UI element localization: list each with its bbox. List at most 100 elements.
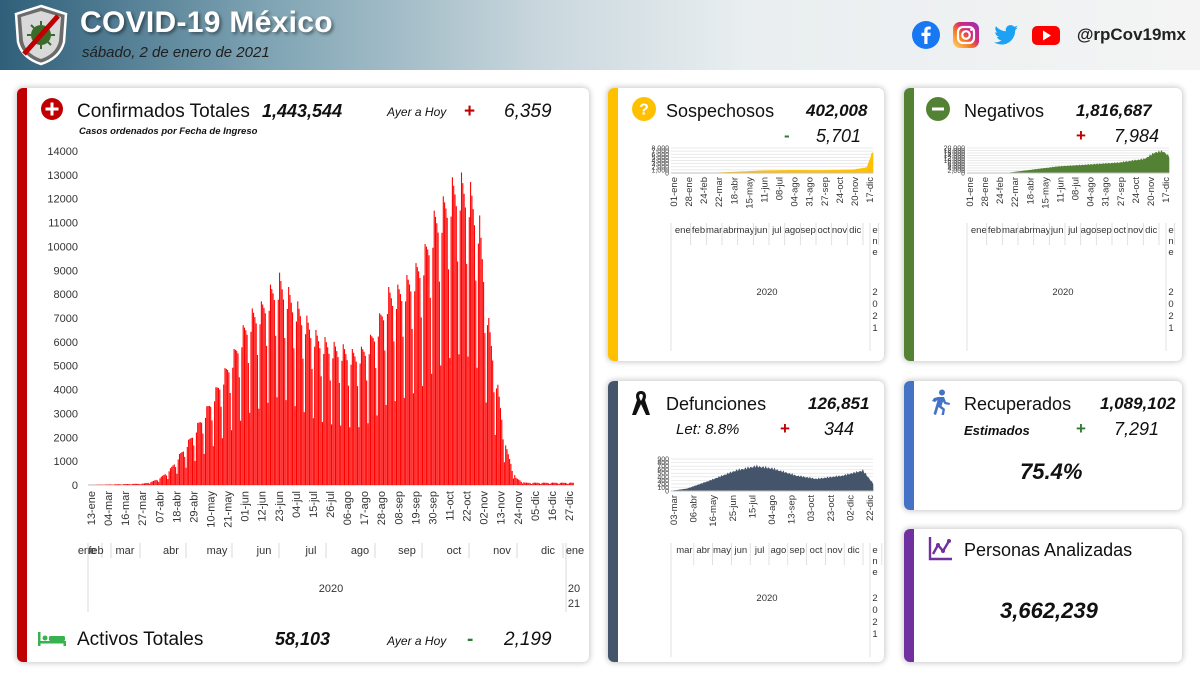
daily-case-bar — [436, 223, 438, 485]
daily-case-bar — [380, 314, 382, 485]
x-year-label: 0 — [872, 299, 877, 310]
x-month-label: jul — [1067, 225, 1078, 236]
daily-case-bar — [182, 451, 184, 485]
y-tick-label: 300 — [657, 478, 669, 485]
activos-label: Activos Totales — [77, 629, 204, 650]
x-month-label: jun — [1050, 225, 1064, 236]
daily-case-bar — [572, 482, 574, 485]
daily-case-bar — [488, 318, 490, 485]
x-date-tick-label: 06-ago — [342, 491, 354, 525]
daily-case-bar — [264, 313, 266, 485]
instagram-icon[interactable] — [951, 20, 981, 50]
facebook-icon[interactable] — [911, 20, 941, 50]
plus-circle-icon — [41, 98, 63, 120]
daily-case-bar — [318, 341, 320, 485]
daily-case-bar — [562, 482, 564, 485]
daily-case-bar — [164, 474, 166, 485]
x-year-label: 2 — [1168, 311, 1173, 322]
twitter-handle[interactable]: @rpCov19mx — [1076, 25, 1186, 44]
daily-case-bar — [363, 351, 365, 485]
daily-case-bar — [168, 471, 170, 485]
daily-case-bar — [415, 263, 417, 485]
x-month-label: dic — [849, 225, 861, 236]
x-date-tick-label: 24-oct — [1131, 177, 1142, 204]
y-tick-label: 0 — [961, 171, 965, 178]
negativos-accent-bar — [904, 88, 914, 361]
daily-case-bar — [246, 334, 248, 485]
daily-case-bar — [451, 177, 453, 485]
daily-case-bar — [527, 482, 529, 485]
daily-case-bar — [371, 336, 373, 485]
x-date-tick-label: 08-jul — [775, 177, 786, 200]
daily-case-bar — [442, 196, 444, 485]
x-date-tick-label: 16-dic — [547, 491, 559, 521]
daily-case-bar — [366, 380, 368, 485]
negativos-label: Negativos — [964, 101, 1045, 121]
y-tick-label: 7000 — [54, 313, 78, 325]
confirmados-chart: 0 1000 2000 3000 4000 5000 6000 7000 8000 9000 100… — [47, 146, 584, 612]
x-date-tick-label: 21-may — [223, 491, 235, 528]
analizadas-value: 3,662,239 — [1000, 598, 1098, 623]
x-year-label: 2020 — [1052, 287, 1073, 298]
x-date-tick-label: 15-jul — [308, 491, 320, 518]
x-month-label: jul — [771, 225, 782, 236]
x-date-tick-label: 31-ago — [1101, 177, 1112, 207]
x-month-label: feb — [988, 225, 1001, 236]
y-tick-label: 3000 — [54, 408, 78, 420]
daily-case-bar — [531, 484, 533, 485]
y-tick-label: 12,000 — [944, 156, 966, 163]
daily-case-bar — [238, 377, 240, 485]
defunciones-label: Defunciones — [666, 394, 767, 414]
daily-case-bar — [320, 376, 322, 485]
x-date-tick-label: 22-mar — [714, 177, 725, 207]
x-month-label: e — [872, 247, 877, 258]
daily-case-bar — [332, 358, 334, 485]
x-month-label: n — [1168, 236, 1173, 247]
defunciones-daily-sign: + — [780, 419, 790, 438]
minus-circle-icon — [926, 97, 950, 121]
daily-case-bar — [394, 401, 396, 485]
daily-case-bar — [316, 335, 318, 485]
twitter-icon[interactable] — [991, 20, 1021, 50]
daily-case-bar — [229, 392, 231, 485]
daily-case-bar — [255, 323, 257, 485]
daily-case-bar — [247, 363, 249, 485]
daily-case-bar — [269, 284, 272, 485]
daily-case-bar — [250, 331, 252, 485]
daily-case-bar — [386, 314, 388, 485]
x-date-tick-label: 17-dic — [1161, 177, 1172, 203]
daily-case-bar — [234, 349, 236, 485]
x-month-label: mar — [676, 545, 692, 556]
daily-case-bar — [227, 369, 229, 485]
daily-case-bar — [355, 361, 357, 485]
daily-case-bar — [180, 452, 182, 485]
x-month-label: e — [1168, 225, 1173, 236]
x-year-label: 2 — [1168, 287, 1173, 298]
recuperados-sublabel: Estimados — [964, 423, 1030, 438]
x-year-label: 2 — [872, 617, 877, 628]
x-date-tick-label: 11-jun — [1055, 177, 1066, 203]
daily-case-bar — [224, 368, 226, 485]
daily-case-bar — [290, 302, 292, 485]
x-month-label: e — [872, 567, 877, 578]
x-date-tick-label: 27-dic — [564, 491, 576, 521]
daily-case-bar — [137, 483, 139, 485]
youtube-icon[interactable] — [1031, 20, 1061, 50]
x-date-tick-label: 04-ago — [1086, 177, 1097, 207]
daily-case-bar — [492, 360, 494, 485]
x-date-tick-label: 13-sep — [787, 495, 798, 524]
x-month-label: e — [1168, 247, 1173, 258]
daily-case-bar — [542, 482, 544, 485]
daily-case-bar — [243, 327, 246, 485]
daily-case-bar — [382, 320, 385, 485]
daily-case-bar — [536, 482, 538, 485]
daily-case-bar — [210, 406, 212, 485]
y-tick-label: 2,000 — [651, 164, 669, 171]
x-month-label: ago — [1081, 225, 1097, 236]
daily-case-bar — [423, 275, 425, 485]
daily-case-bar — [476, 367, 478, 485]
daily-case-bar — [280, 281, 282, 485]
daily-case-bar — [268, 310, 270, 485]
recuperados-value: 1,089,102 — [1100, 394, 1176, 413]
x-date-tick-label: 13-nov — [496, 491, 508, 525]
